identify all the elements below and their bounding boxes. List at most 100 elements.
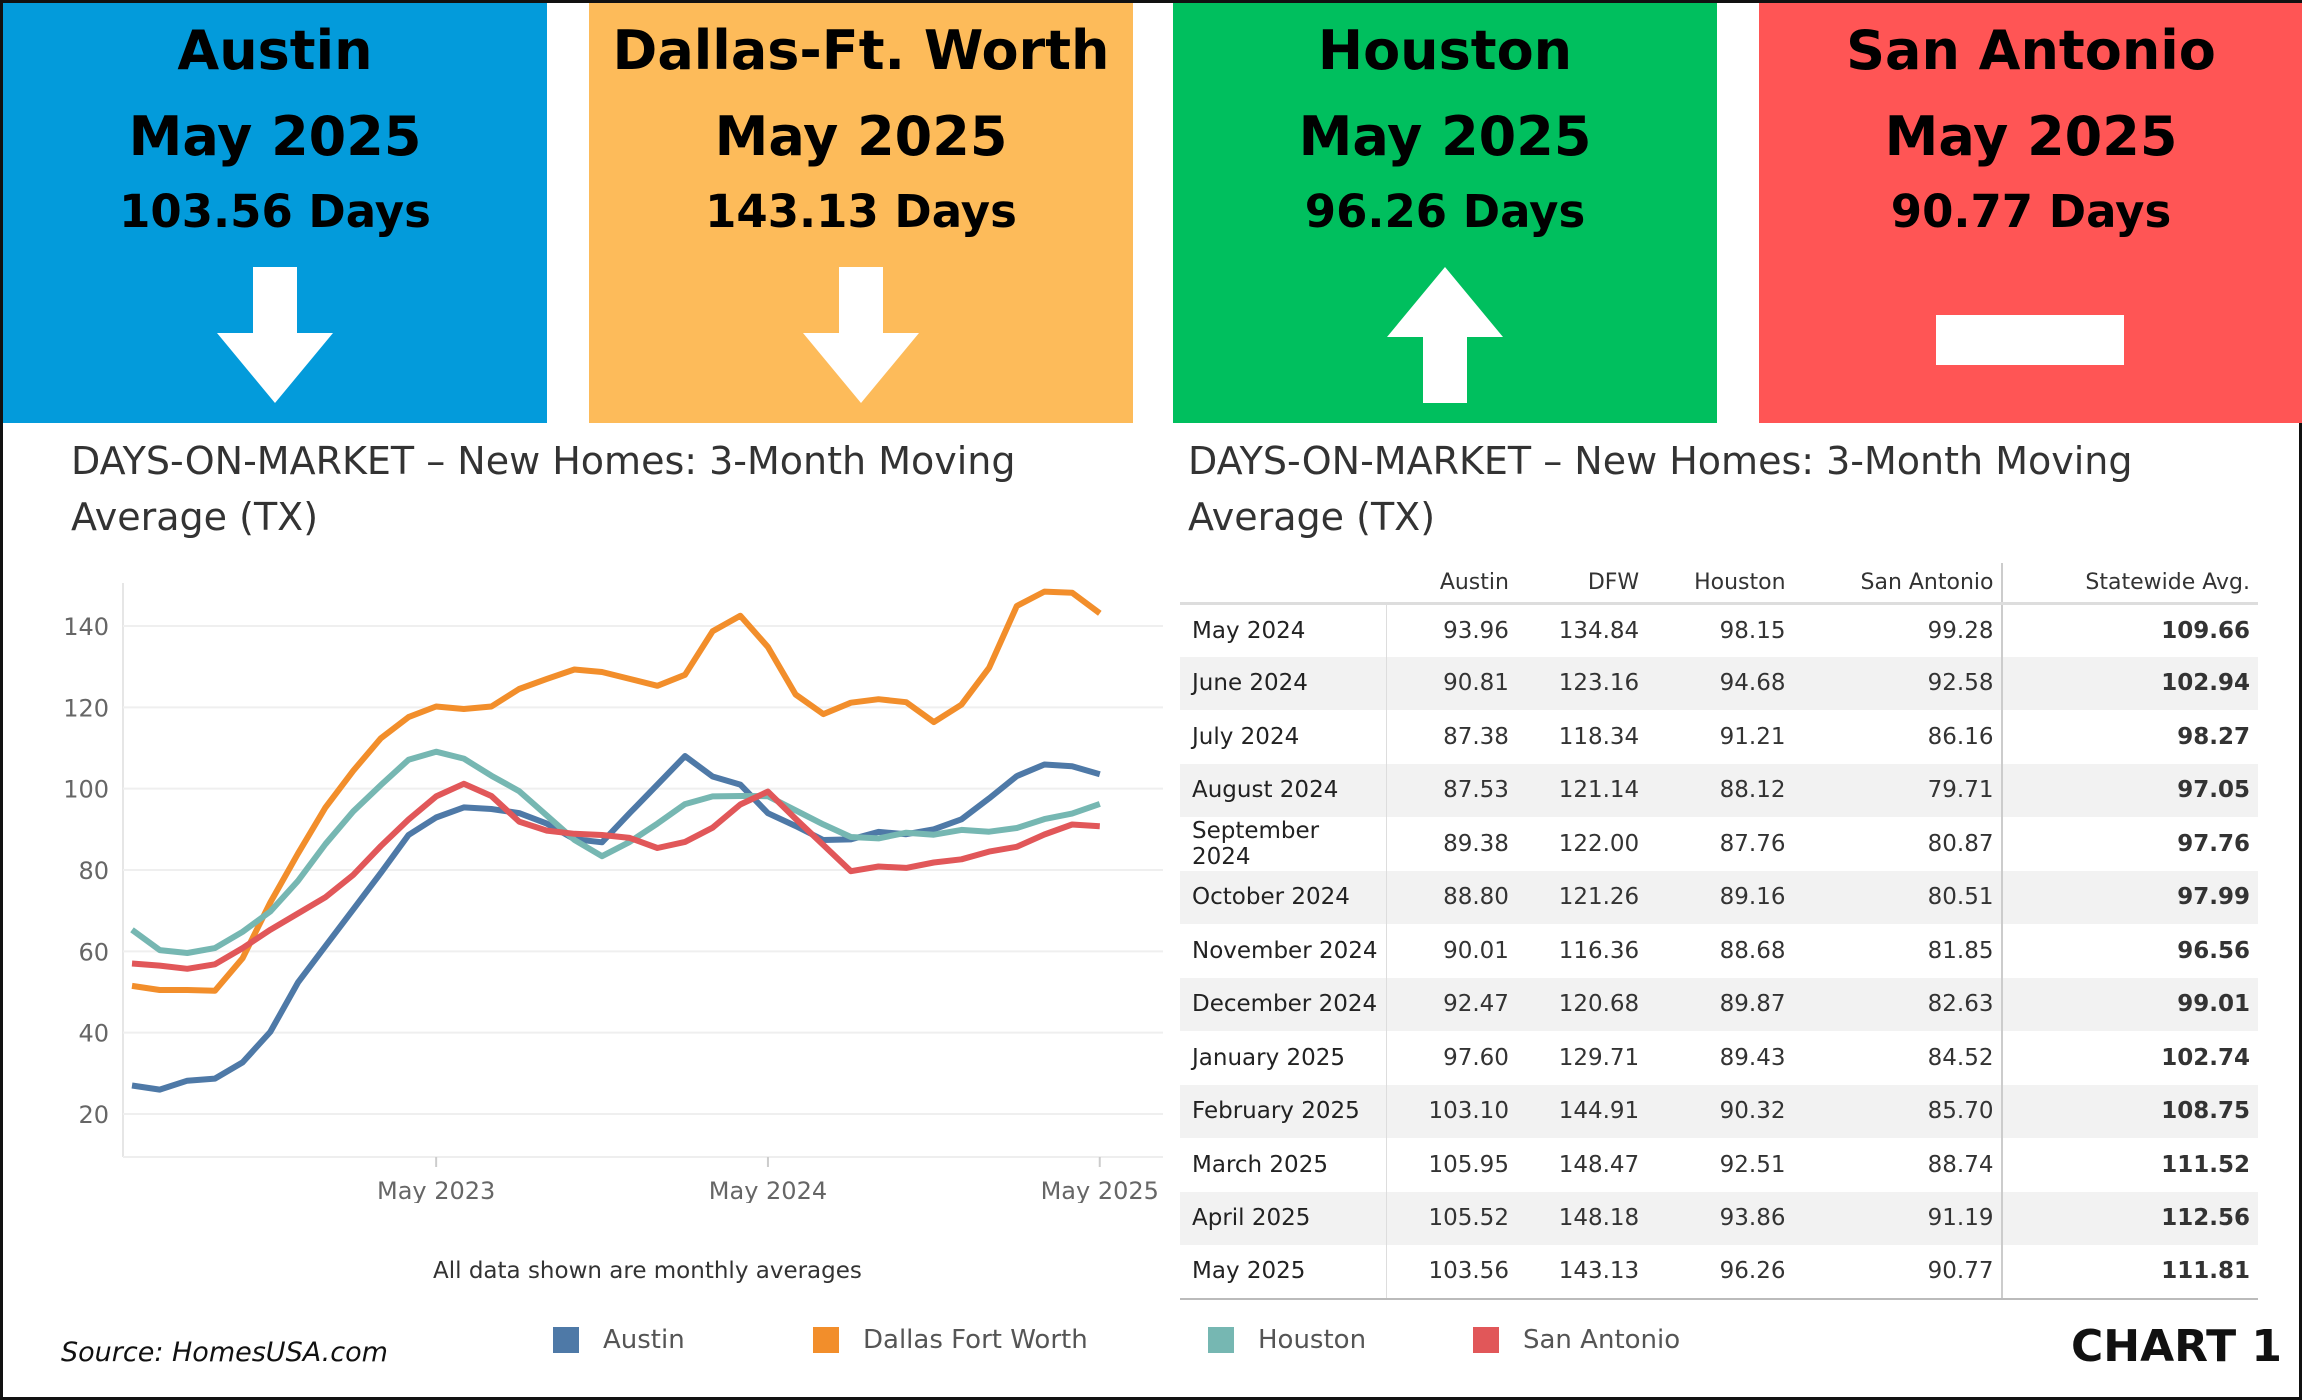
table-cell: 89.87 (1647, 977, 1794, 1031)
table-cell: 86.16 (1927, 723, 1994, 750)
row-label: February 2025 (1180, 1084, 1387, 1138)
table-cell: 105.52 (1386, 1191, 1517, 1245)
column-header (1180, 563, 1386, 605)
legend-label: Austin (603, 1325, 685, 1355)
tile-days: 103.56 Days (119, 185, 431, 238)
table-row: December 2024 92.47 120.68 89.87 82.63 99.01 (1180, 977, 2258, 1031)
y-tick-label: 80 (78, 857, 109, 885)
row-label: March 2025 (1180, 1138, 1387, 1192)
row-label: June 2024 (1180, 656, 1387, 710)
tile-city: San Antonio (1846, 19, 2216, 82)
table-row: August 2024 87.53 121.14 88.12 79.71 97.05 (1180, 763, 2258, 817)
column-header: Statewide Avg. (2001, 563, 2258, 605)
table-cell: 87.38 (1443, 723, 1509, 750)
table-cell: 116.36 (1558, 937, 1640, 964)
tile-city: Austin (177, 19, 373, 82)
table-cell: 97.60 (1443, 1044, 1509, 1071)
column-header: DFW (1516, 563, 1648, 605)
legend-item: San Antonio (1473, 1325, 1680, 1355)
legend-label: Dallas Fort Worth (863, 1325, 1088, 1355)
column-header: San Antonio (1793, 563, 2003, 605)
legend-swatch (1473, 1327, 1499, 1353)
table-row: November 2024 90.01 116.36 88.68 81.85 96.56 (1180, 924, 2258, 978)
table-cell: 96.26 (1647, 1245, 1794, 1300)
table-cell: 98.15 (1719, 617, 1786, 644)
table-cell: 92.47 (1386, 977, 1517, 1031)
table-cell: 99.01 (2001, 977, 2258, 1031)
dash-flat-icon (1936, 315, 2124, 365)
table-cell: 97.76 (2001, 817, 2258, 871)
series-line-dallas-fort-worth (131, 588, 1102, 994)
row-label: January 2025 (1180, 1031, 1387, 1085)
legend-label: Houston (1258, 1325, 1367, 1355)
line-chart: 20 40 60 80 100 120 140 May 2023 May 2024 May 202… (63, 583, 1163, 1203)
tile-days: 143.13 Days (705, 185, 1017, 238)
series-line-houston (130, 748, 1101, 956)
table-cell: 122.00 (1558, 830, 1640, 857)
tile-dallas-ft-worth: Dallas-Ft. Worth May 2025 143.13 Days (589, 3, 1133, 423)
legend-item: Dallas Fort Worth (813, 1325, 1088, 1355)
table-cell: 94.68 (1647, 656, 1794, 710)
table-row: October 2024 88.80 121.26 89.16 80.51 97.99 (1180, 870, 2258, 924)
arrow-down-icon (217, 267, 333, 403)
table-cell: 85.70 (1793, 1084, 2003, 1138)
table-row: September 2024 89.38 122.00 87.76 80.87 97.76 (1180, 817, 2258, 871)
table-cell: 121.26 (1516, 870, 1648, 924)
table-cell: 102.74 (2001, 1031, 2258, 1085)
source-credit: Source: HomesUSA.com (61, 1337, 388, 1368)
row-label: April 2025 (1180, 1191, 1387, 1245)
table-cell: 89.16 (1647, 870, 1794, 924)
table-cell: 108.75 (2001, 1084, 2258, 1138)
row-label: December 2024 (1180, 977, 1387, 1031)
y-tick-label: 120 (63, 694, 109, 722)
table-cell: 88.74 (1927, 1151, 1994, 1178)
table-cell: 90.01 (1443, 937, 1509, 964)
y-tick-label: 20 (78, 1101, 109, 1129)
table-cell: 111.81 (2001, 1245, 2258, 1300)
row-label: May 2025 (1180, 1245, 1387, 1300)
table-cell: 79.71 (1793, 763, 2003, 817)
row-label: November 2024 (1180, 924, 1387, 978)
y-tick-label: 60 (78, 938, 109, 966)
tile-days: 96.26 Days (1304, 185, 1586, 238)
table-cell: 87.53 (1386, 763, 1517, 817)
arrow-down-icon (803, 267, 919, 403)
x-tick-label: May 2025 (1041, 1177, 1159, 1203)
table-cell: 123.16 (1516, 656, 1648, 710)
table-cell: 102.94 (2001, 656, 2258, 710)
table-cell: 134.84 (1558, 617, 1640, 644)
tile-san-antonio: San Antonio May 2025 90.77 Days (1759, 3, 2302, 423)
tile-austin: Austin May 2025 103.56 Days (3, 3, 547, 423)
table-row: February 2025 103.10 144.91 90.32 85.70 108.7… (1180, 1084, 2258, 1138)
table-cell: 143.13 (1516, 1245, 1648, 1300)
right-table-title: DAYS-ON-MARKET – New Homes: 3-Month Movi… (1188, 439, 2133, 539)
table-cell: 103.56 (1386, 1245, 1517, 1300)
legend-item: Houston (1208, 1325, 1366, 1355)
tile-days: 90.77 Days (1890, 185, 2172, 238)
row-label: July 2024 (1180, 710, 1387, 764)
table-row: January 2025 97.60 129.71 89.43 84.52 102.74 (1180, 1031, 2258, 1085)
table-cell: 96.56 (2001, 924, 2258, 978)
table-row: May 2024 93.96 134.84 98.15 99.28 109.66 (1180, 603, 2258, 657)
series-line-austin (131, 753, 1101, 1093)
table-cell: 91.19 (1793, 1191, 2003, 1245)
chart-note: All data shown are monthly averages (433, 1258, 862, 1284)
tile-month: May 2025 (1884, 105, 2178, 168)
table-cell: 93.86 (1647, 1191, 1794, 1245)
table-cell: 90.32 (1647, 1084, 1794, 1138)
table-cell: 144.91 (1516, 1084, 1648, 1138)
column-header: Austin (1386, 563, 1517, 605)
table-cell: 90.81 (1386, 656, 1517, 710)
table-row: July 2024 87.38 118.34 91.21 86.16 98.27 (1180, 710, 2258, 764)
legend-swatch (813, 1327, 839, 1353)
table-cell: 82.63 (1793, 977, 2003, 1031)
arrow-up-icon (1387, 267, 1503, 403)
legend-swatch (553, 1327, 579, 1353)
table-row: June 2024 90.81 123.16 94.68 92.58 102.94 (1180, 656, 2258, 710)
table-cell: 88.80 (1386, 870, 1517, 924)
legend-swatch (1208, 1327, 1234, 1353)
table-cell: 92.58 (1793, 656, 2003, 710)
table-row: May 2025 103.56 143.13 96.26 90.77 111.81 (1180, 1245, 2258, 1300)
table-cell: 148.18 (1516, 1191, 1648, 1245)
tile-month: May 2025 (128, 105, 422, 168)
